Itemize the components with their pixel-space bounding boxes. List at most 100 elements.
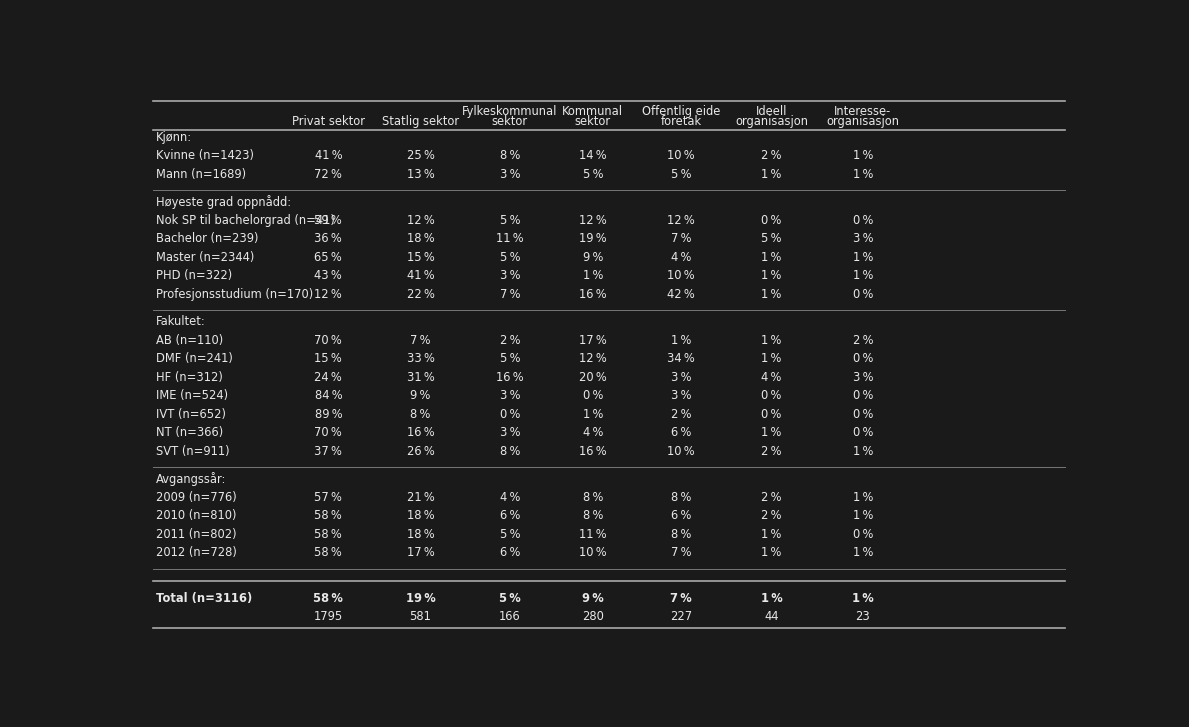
Text: 6 %: 6 %: [671, 426, 692, 439]
Text: 3 %: 3 %: [671, 371, 692, 384]
Text: organisasjon: organisasjon: [826, 115, 899, 128]
Text: 8 %: 8 %: [583, 510, 603, 523]
Text: 37 %: 37 %: [314, 445, 342, 458]
Text: 0 %: 0 %: [853, 214, 873, 227]
Text: 2 %: 2 %: [761, 491, 782, 504]
Text: 43 %: 43 %: [314, 269, 342, 282]
Text: 1 %: 1 %: [761, 251, 781, 264]
Text: Statlig sektor: Statlig sektor: [382, 115, 459, 128]
Text: 8 %: 8 %: [671, 491, 692, 504]
Text: 4 %: 4 %: [583, 426, 603, 439]
Text: organisasjon: organisasjon: [735, 115, 809, 128]
Text: 2 %: 2 %: [671, 408, 692, 421]
Text: 11 %: 11 %: [496, 233, 523, 245]
Text: 15 %: 15 %: [314, 353, 342, 366]
Text: 10 %: 10 %: [579, 547, 606, 559]
Text: 1 %: 1 %: [761, 353, 781, 366]
Text: 1 %: 1 %: [583, 269, 603, 282]
Text: 0 %: 0 %: [761, 390, 781, 402]
Text: 58 %: 58 %: [314, 528, 342, 541]
Text: 2 %: 2 %: [761, 149, 782, 162]
Text: 1 %: 1 %: [761, 168, 781, 180]
Text: NT (n=366): NT (n=366): [156, 426, 224, 439]
Text: 16 %: 16 %: [496, 371, 523, 384]
Text: 1 %: 1 %: [853, 491, 873, 504]
Text: 18 %: 18 %: [407, 510, 434, 523]
Text: 31 %: 31 %: [407, 371, 434, 384]
Text: 581: 581: [409, 610, 432, 623]
Text: 6 %: 6 %: [499, 510, 520, 523]
Text: 16 %: 16 %: [579, 288, 606, 301]
Text: Høyeste grad oppnådd:: Høyeste grad oppnådd:: [156, 195, 291, 209]
Text: Mann (n=1689): Mann (n=1689): [156, 168, 246, 180]
Text: 1 %: 1 %: [761, 528, 781, 541]
Text: 1 %: 1 %: [853, 547, 873, 559]
Text: Kommunal: Kommunal: [562, 105, 623, 118]
Text: 22 %: 22 %: [407, 288, 434, 301]
Text: 2011 (n=802): 2011 (n=802): [156, 528, 237, 541]
Text: 13 %: 13 %: [407, 168, 434, 180]
Text: 9 %: 9 %: [410, 390, 430, 402]
Text: Kjønn:: Kjønn:: [156, 131, 193, 144]
Text: 1 %: 1 %: [583, 408, 603, 421]
Text: 1 %: 1 %: [853, 445, 873, 458]
Text: 65 %: 65 %: [314, 251, 342, 264]
Text: 2 %: 2 %: [761, 445, 782, 458]
Text: 25 %: 25 %: [407, 149, 434, 162]
Text: Fylkeskommunal: Fylkeskommunal: [463, 105, 558, 118]
Text: 11 %: 11 %: [579, 528, 606, 541]
Text: 1 %: 1 %: [761, 426, 781, 439]
Text: 3 %: 3 %: [499, 269, 520, 282]
Text: 24 %: 24 %: [314, 371, 342, 384]
Text: 8 %: 8 %: [499, 445, 520, 458]
Text: 18 %: 18 %: [407, 233, 434, 245]
Text: SVT (n=911): SVT (n=911): [156, 445, 229, 458]
Text: 7 %: 7 %: [499, 288, 520, 301]
Text: Avgangssår:: Avgangssår:: [156, 472, 226, 486]
Text: 12 %: 12 %: [579, 353, 606, 366]
Text: 70 %: 70 %: [314, 426, 342, 439]
Text: 5 %: 5 %: [499, 592, 521, 605]
Text: 18 %: 18 %: [407, 528, 434, 541]
Text: 4 %: 4 %: [499, 491, 520, 504]
Text: 6 %: 6 %: [671, 510, 692, 523]
Text: 1 %: 1 %: [853, 251, 873, 264]
Text: 41 %: 41 %: [407, 269, 434, 282]
Text: 57 %: 57 %: [314, 491, 342, 504]
Text: 0 %: 0 %: [853, 528, 873, 541]
Text: 5 %: 5 %: [499, 214, 520, 227]
Text: 58 %: 58 %: [314, 510, 342, 523]
Text: 280: 280: [581, 610, 604, 623]
Text: 8 %: 8 %: [410, 408, 430, 421]
Text: Interesse-: Interesse-: [835, 105, 892, 118]
Text: 58 %: 58 %: [314, 547, 342, 559]
Text: 42 %: 42 %: [667, 288, 696, 301]
Text: 3 %: 3 %: [853, 233, 873, 245]
Text: 72 %: 72 %: [314, 168, 342, 180]
Text: 58 %: 58 %: [314, 592, 344, 605]
Text: 1 %: 1 %: [671, 334, 692, 347]
Text: 2010 (n=810): 2010 (n=810): [156, 510, 237, 523]
Text: Fakultet:: Fakultet:: [156, 316, 206, 329]
Text: 2 %: 2 %: [853, 334, 873, 347]
Text: 5 %: 5 %: [499, 528, 520, 541]
Text: 5 %: 5 %: [671, 168, 692, 180]
Text: 1 %: 1 %: [761, 334, 781, 347]
Text: IVT (n=652): IVT (n=652): [156, 408, 226, 421]
Text: Total (n=3116): Total (n=3116): [156, 592, 252, 605]
Text: 34 %: 34 %: [667, 353, 696, 366]
Text: 8 %: 8 %: [499, 149, 520, 162]
Text: 15 %: 15 %: [407, 251, 434, 264]
Text: 4 %: 4 %: [671, 251, 692, 264]
Text: 12 %: 12 %: [407, 214, 434, 227]
Text: 16 %: 16 %: [407, 426, 434, 439]
Text: 3 %: 3 %: [499, 390, 520, 402]
Text: 3 %: 3 %: [499, 426, 520, 439]
Text: 12 %: 12 %: [579, 214, 606, 227]
Text: foretak: foretak: [661, 115, 702, 128]
Text: 7 %: 7 %: [410, 334, 430, 347]
Text: 70 %: 70 %: [314, 334, 342, 347]
Text: 10 %: 10 %: [667, 269, 696, 282]
Text: 26 %: 26 %: [407, 445, 434, 458]
Text: 8 %: 8 %: [671, 528, 692, 541]
